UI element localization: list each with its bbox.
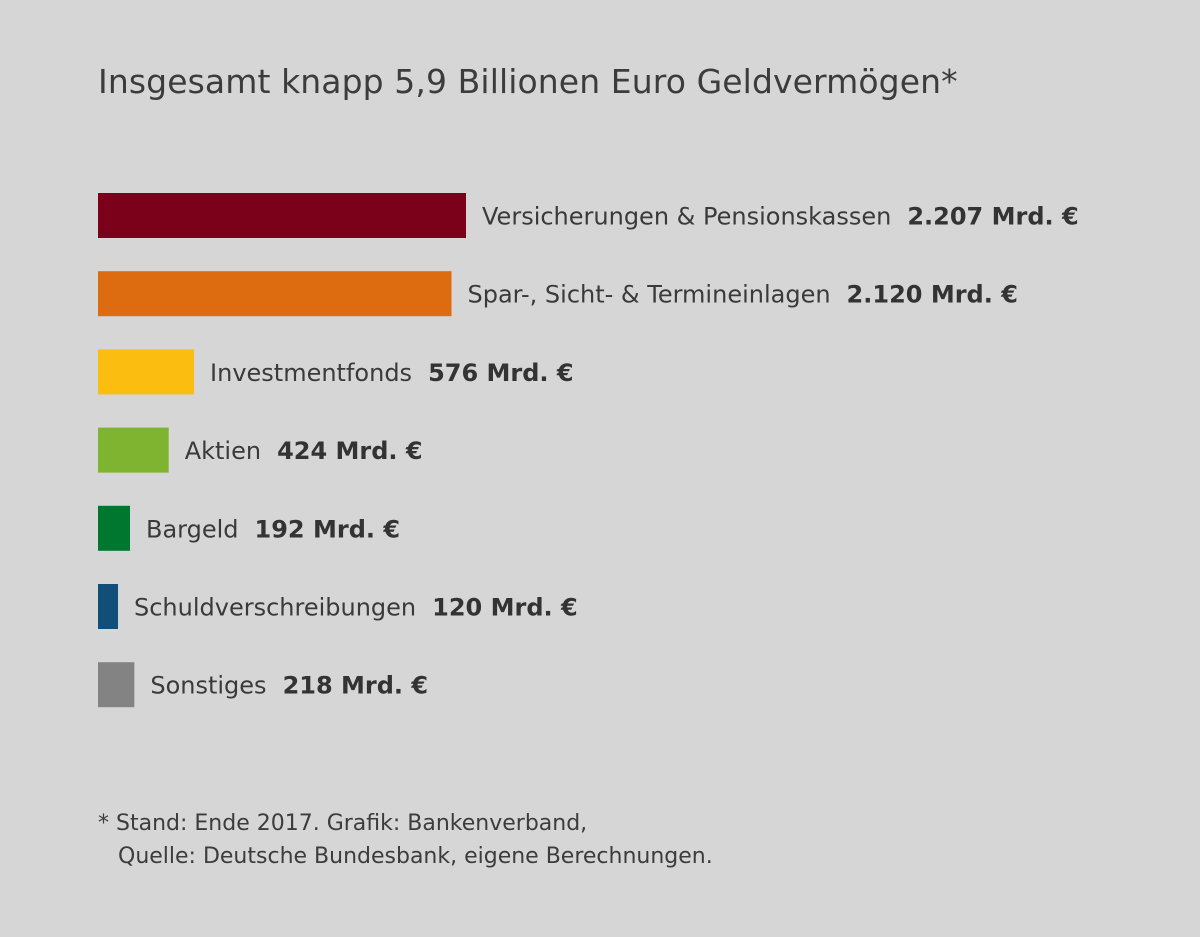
category-label-aktien: Aktien	[185, 437, 261, 465]
bar-schuldverschreibungen	[98, 584, 119, 629]
bar-spar-sicht-termineinlagen	[98, 271, 452, 317]
category-label-spar-sicht-termineinlagen: Spar-, Sicht- & Termineinlagen	[467, 281, 830, 309]
footnote-line-2: Quelle: Deutsche Bundesbank, eigene Bere…	[118, 844, 713, 869]
value-label-bargeld: 192 Mrd. €	[255, 515, 401, 543]
bar-bargeld	[98, 505, 131, 551]
value-label-aktien: 424 Mrd. €	[277, 437, 423, 465]
value-label-versicherungen-pensionskassen: 2.207 Mrd. €	[907, 203, 1078, 231]
category-label-sonstiges: Sonstiges	[150, 672, 266, 700]
chart-title: Insgesamt knapp 5,9 Billionen Euro Geldv…	[98, 62, 958, 101]
value-label-schuldverschreibungen: 120 Mrd. €	[432, 594, 578, 622]
bar-investmentfonds	[98, 349, 195, 395]
bar-aktien	[98, 427, 169, 473]
value-label-sonstiges: 218 Mrd. €	[283, 672, 429, 700]
value-label-investmentfonds: 576 Mrd. €	[428, 359, 574, 387]
category-label-investmentfonds: Investmentfonds	[210, 359, 412, 387]
category-label-schuldverschreibungen: Schuldverschreibungen	[134, 594, 416, 622]
bar-chart: Versicherungen & Pensionskassen 2.207 Mrd…	[98, 193, 1079, 708]
category-label-bargeld: Bargeld	[146, 515, 239, 543]
bar-sonstiges	[98, 662, 135, 708]
bar-versicherungen-pensionskassen	[98, 193, 466, 238]
footnote-line-1: * Stand: Ende 2017. Grafik: Bankenverban…	[98, 811, 588, 836]
footnote: * Stand: Ende 2017. Grafik: Bankenverban…	[98, 807, 713, 873]
category-label-versicherungen-pensionskassen: Versicherungen & Pensionskassen	[482, 203, 891, 231]
value-label-spar-sicht-termineinlagen: 2.120 Mrd. €	[847, 281, 1018, 309]
